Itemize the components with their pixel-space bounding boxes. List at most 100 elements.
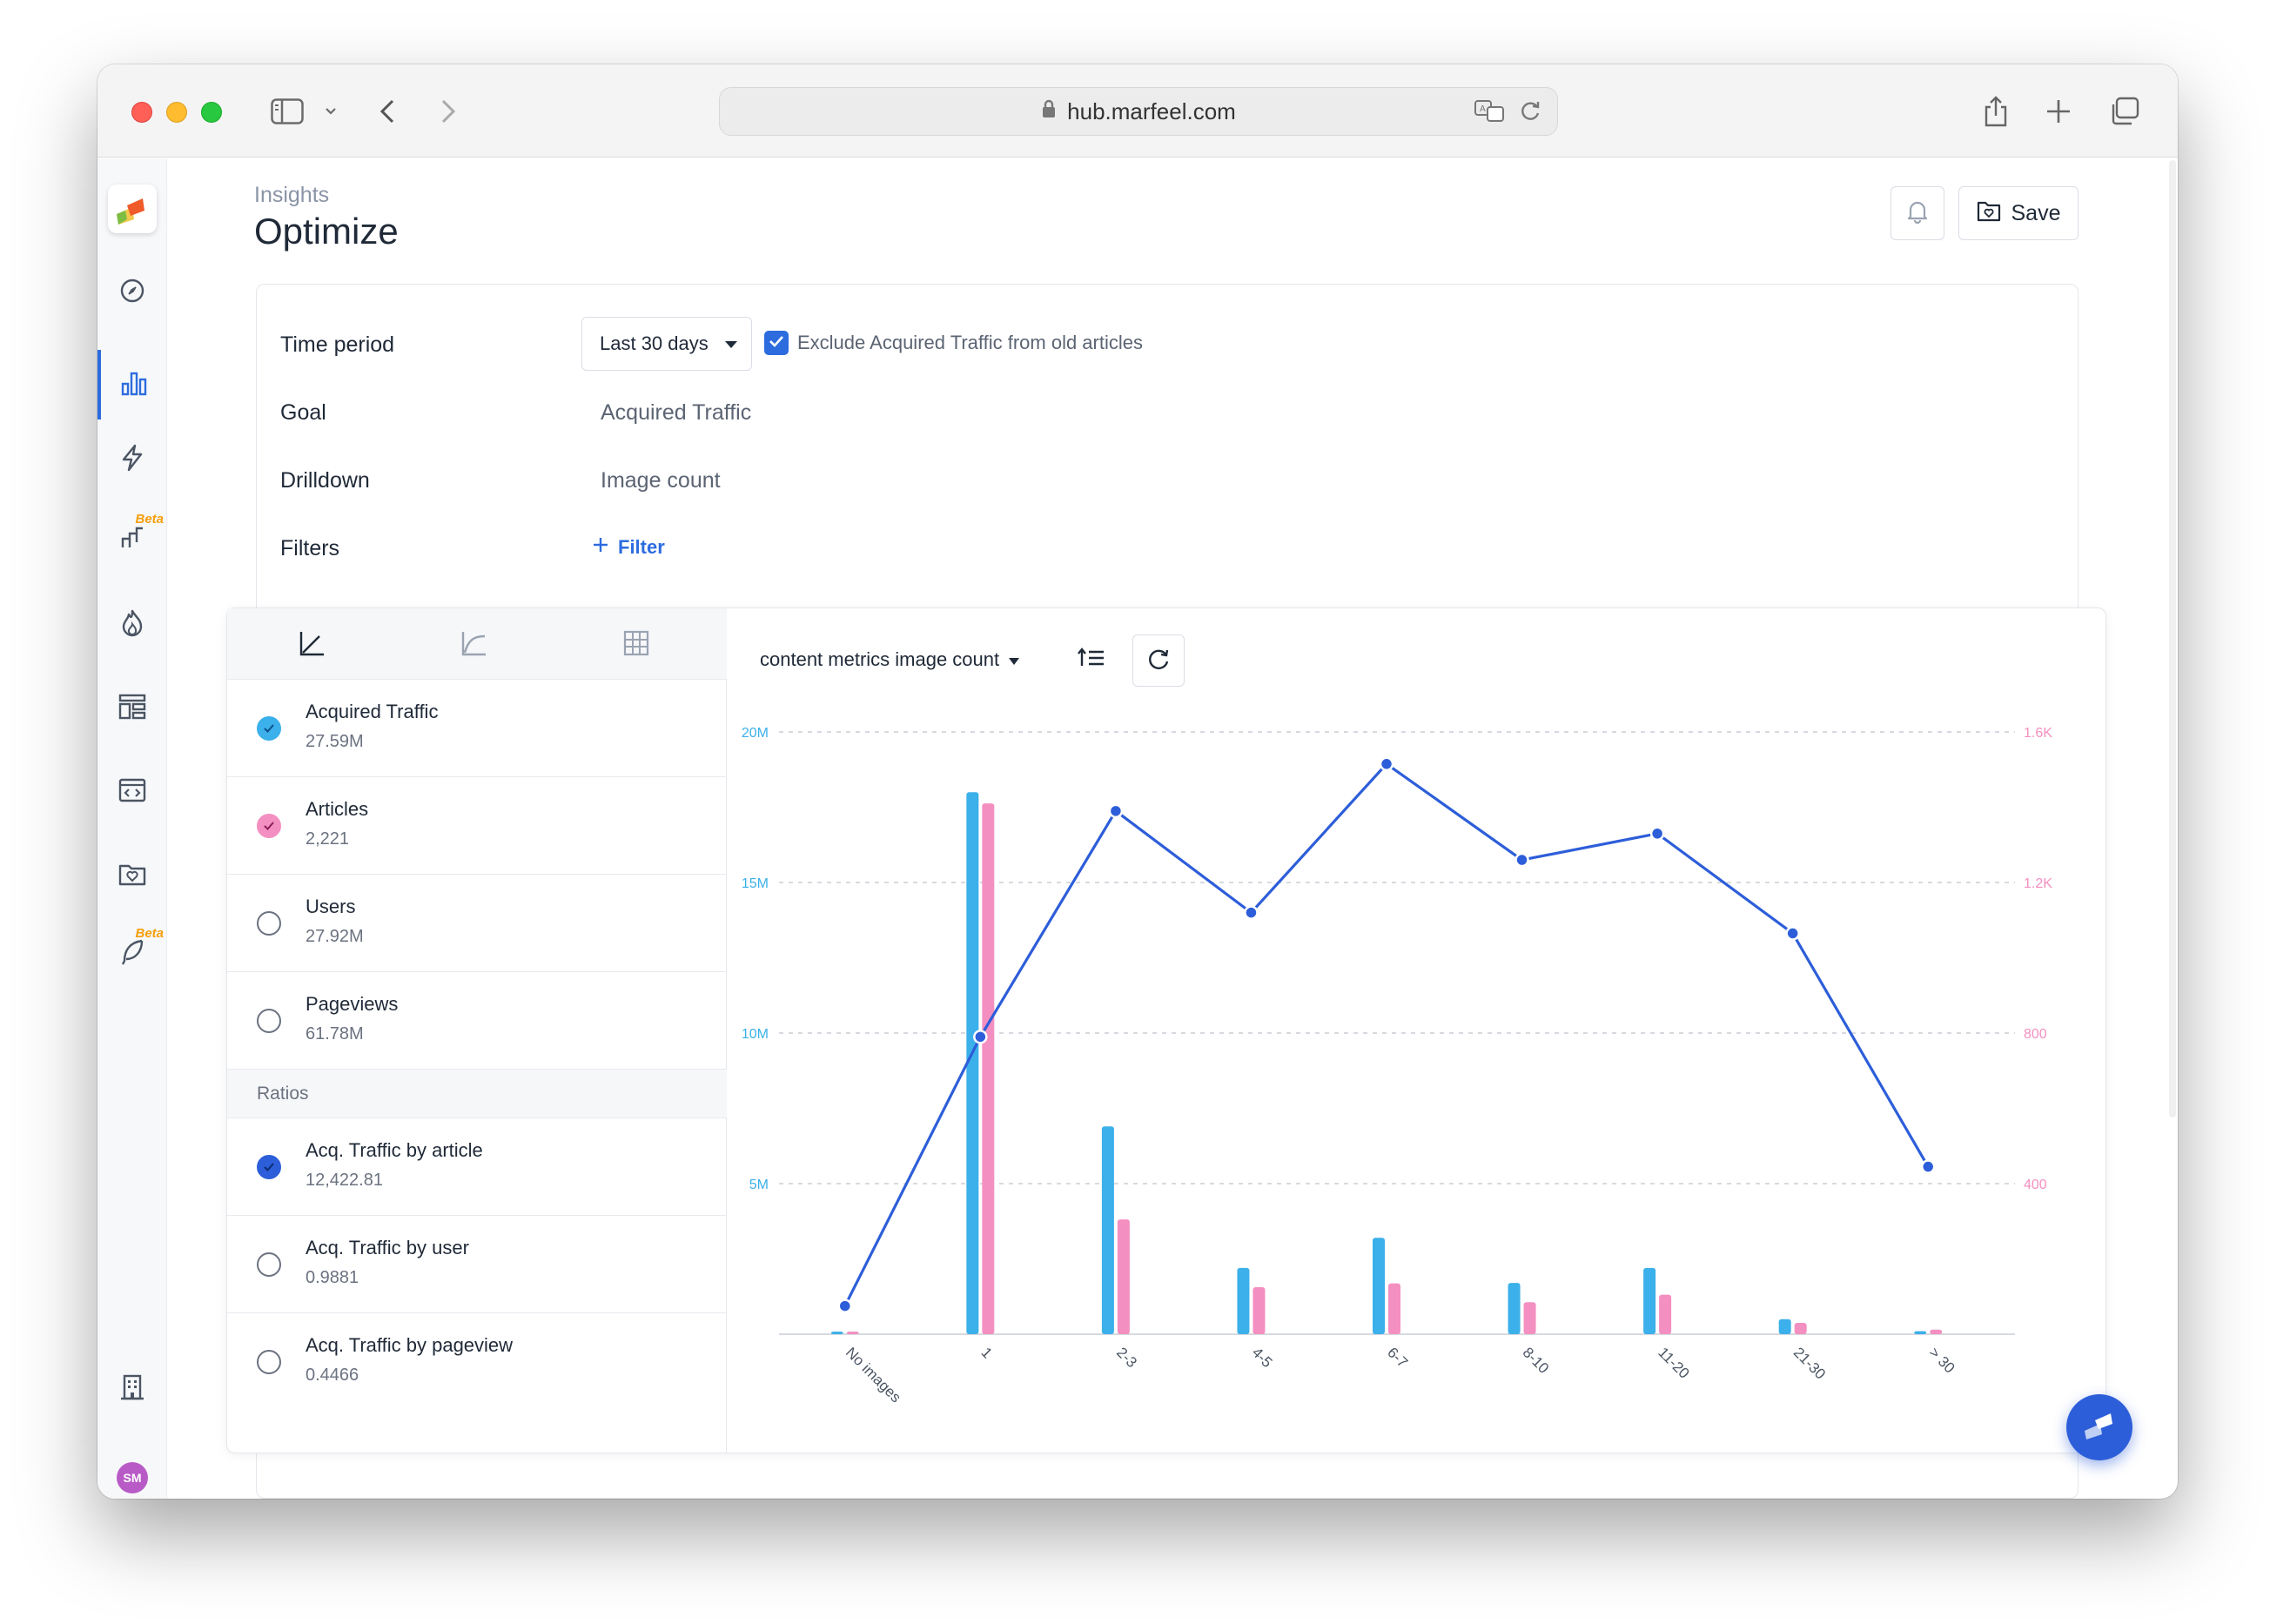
visualization-tabs — [227, 608, 727, 680]
dimension-select[interactable]: content metrics image count — [760, 648, 1020, 671]
breadcrumb[interactable]: Insights — [254, 183, 330, 207]
metric-row-users[interactable]: Users 27.92M — [227, 875, 727, 972]
goal-value[interactable]: Acquired Traffic — [601, 400, 752, 425]
bar-articles — [1523, 1302, 1536, 1334]
sidebar-item-explore[interactable] — [97, 268, 167, 317]
bar-articles — [846, 1332, 859, 1334]
tab-table[interactable] — [619, 627, 654, 662]
ratio-row-traffic-by-pageview[interactable]: Acq. Traffic by pageview 0.4466 — [227, 1313, 727, 1411]
metric-selected-radio[interactable] — [257, 1155, 281, 1179]
flame-icon — [120, 609, 144, 641]
marfeel-mark-icon — [2081, 1410, 2118, 1446]
right-axis-tick-label: 1.6K — [2024, 726, 2052, 741]
metric-value: 2,221 — [306, 829, 350, 849]
time-period-value: Last 30 days — [600, 332, 709, 354]
translate-icon[interactable]: A — [1474, 98, 1507, 131]
bar-articles — [1794, 1323, 1807, 1334]
save-button[interactable]: Save — [1958, 186, 2079, 240]
marfeel-logo[interactable] — [108, 185, 157, 233]
metric-row-acquired-traffic[interactable]: Acquired Traffic 27.59M — [227, 680, 727, 777]
bar-acquired-traffic — [830, 1332, 843, 1334]
minimize-window-button[interactable] — [166, 102, 187, 123]
avatar[interactable]: SM — [117, 1462, 148, 1493]
sort-ascending-icon — [1078, 647, 1105, 674]
right-axis-tick-label: 1.2K — [2024, 876, 2052, 891]
tab-overview-icon[interactable] — [2108, 96, 2141, 127]
refresh-button[interactable] — [1132, 634, 1185, 687]
close-window-button[interactable] — [131, 102, 152, 123]
building-icon — [120, 1374, 144, 1405]
exclude-old-articles-label[interactable]: Exclude Acquired Traffic from old articl… — [797, 332, 1143, 353]
tab-area-chart[interactable] — [457, 627, 492, 662]
bar-articles — [1253, 1286, 1266, 1334]
reload-icon[interactable] — [1519, 98, 1541, 131]
back-icon[interactable] — [376, 96, 399, 127]
sidebar-item-live[interactable] — [97, 435, 167, 484]
beta-badge: Beta — [135, 926, 164, 941]
metric-name: Acquired Traffic — [306, 701, 439, 722]
bar-acquired-traffic — [1643, 1267, 1656, 1334]
page-scrollbar[interactable] — [2169, 160, 2176, 1117]
sidebar-item-recirculation[interactable]: Beta — [97, 512, 167, 564]
stairs-icon — [119, 525, 145, 555]
drilldown-value[interactable]: Image count — [601, 468, 721, 493]
metric-value: 0.4466 — [306, 1366, 359, 1385]
line-chart-icon — [299, 629, 326, 661]
browser-titlebar: hub.marfeel.com A — [97, 64, 2178, 158]
exclude-old-articles-checkbox[interactable] — [764, 331, 789, 355]
goal-label: Goal — [280, 400, 326, 425]
page-title: Optimize — [254, 211, 399, 252]
metric-radio[interactable] — [257, 1252, 281, 1277]
time-period-label: Time period — [280, 332, 395, 357]
add-filter-button[interactable]: Filter — [592, 536, 665, 559]
address-bar[interactable]: hub.marfeel.com A — [719, 87, 1558, 136]
metric-selected-radio[interactable] — [257, 814, 281, 838]
sidebar-toggle-icon[interactable] — [268, 96, 306, 127]
metric-selected-radio[interactable] — [257, 716, 281, 741]
new-tab-icon[interactable] — [2044, 96, 2073, 127]
sidebar-item-editorial[interactable]: Beta — [97, 926, 167, 978]
help-chat-button[interactable] — [2066, 1394, 2132, 1460]
image-count-chart: 20M 1.6K 15M 1.2K 10M 800 5M 400 No images 1 2-3 4-… — [742, 726, 2052, 1406]
tab-line-chart[interactable] — [295, 627, 330, 662]
code-window-icon — [118, 777, 146, 808]
chart-panel: Acquired Traffic 27.59M Articles 2,221 U… — [226, 607, 2106, 1453]
share-icon[interactable] — [1981, 96, 2011, 127]
metric-name: Articles — [306, 798, 369, 820]
sidebar-item-trending[interactable] — [97, 601, 167, 649]
sidebar-item-organization[interactable] — [97, 1365, 167, 1413]
sidebar-item-favorites[interactable] — [97, 851, 167, 900]
sidebar-item-code[interactable] — [97, 768, 167, 816]
x-axis-tick-label: 4-5 — [1249, 1344, 1276, 1371]
metric-row-articles[interactable]: Articles 2,221 — [227, 777, 727, 875]
line-point — [1108, 803, 1124, 819]
bar-articles — [1388, 1283, 1400, 1334]
alerts-button[interactable] — [1891, 186, 1944, 240]
sidebar-item-insights[interactable] — [97, 350, 167, 419]
left-axis-tick-label: 20M — [742, 726, 769, 741]
table-grid-icon — [622, 629, 650, 661]
chevron-down-icon[interactable] — [322, 96, 339, 127]
sidebar-item-layouts[interactable] — [97, 684, 167, 733]
series-line-traffic-by-article — [843, 762, 1930, 1307]
time-period-select[interactable]: Last 30 days — [581, 317, 752, 371]
bolt-icon — [120, 444, 144, 476]
forward-icon[interactable] — [437, 96, 460, 127]
metric-row-pageviews[interactable]: Pageviews 61.78M — [227, 972, 727, 1070]
metric-radio[interactable] — [257, 1009, 281, 1033]
svg-text:A: A — [1480, 104, 1486, 114]
ratio-row-traffic-by-article[interactable]: Acq. Traffic by article 12,422.81 — [227, 1118, 727, 1216]
metric-radio[interactable] — [257, 1350, 281, 1374]
metric-radio[interactable] — [257, 911, 281, 936]
metric-value: 27.59M — [306, 732, 364, 751]
sort-button[interactable] — [1070, 638, 1113, 681]
x-axis-tick-label: > 30 — [1925, 1344, 1958, 1376]
line-point — [1379, 756, 1394, 772]
zoom-window-button[interactable] — [201, 102, 222, 123]
bar-articles — [1117, 1219, 1130, 1334]
bar-acquired-traffic — [1508, 1283, 1521, 1334]
bar-articles — [1930, 1329, 1943, 1334]
beta-badge: Beta — [135, 512, 164, 527]
bar-articles — [982, 803, 995, 1334]
ratio-row-traffic-by-user[interactable]: Acq. Traffic by user 0.9881 — [227, 1216, 727, 1313]
